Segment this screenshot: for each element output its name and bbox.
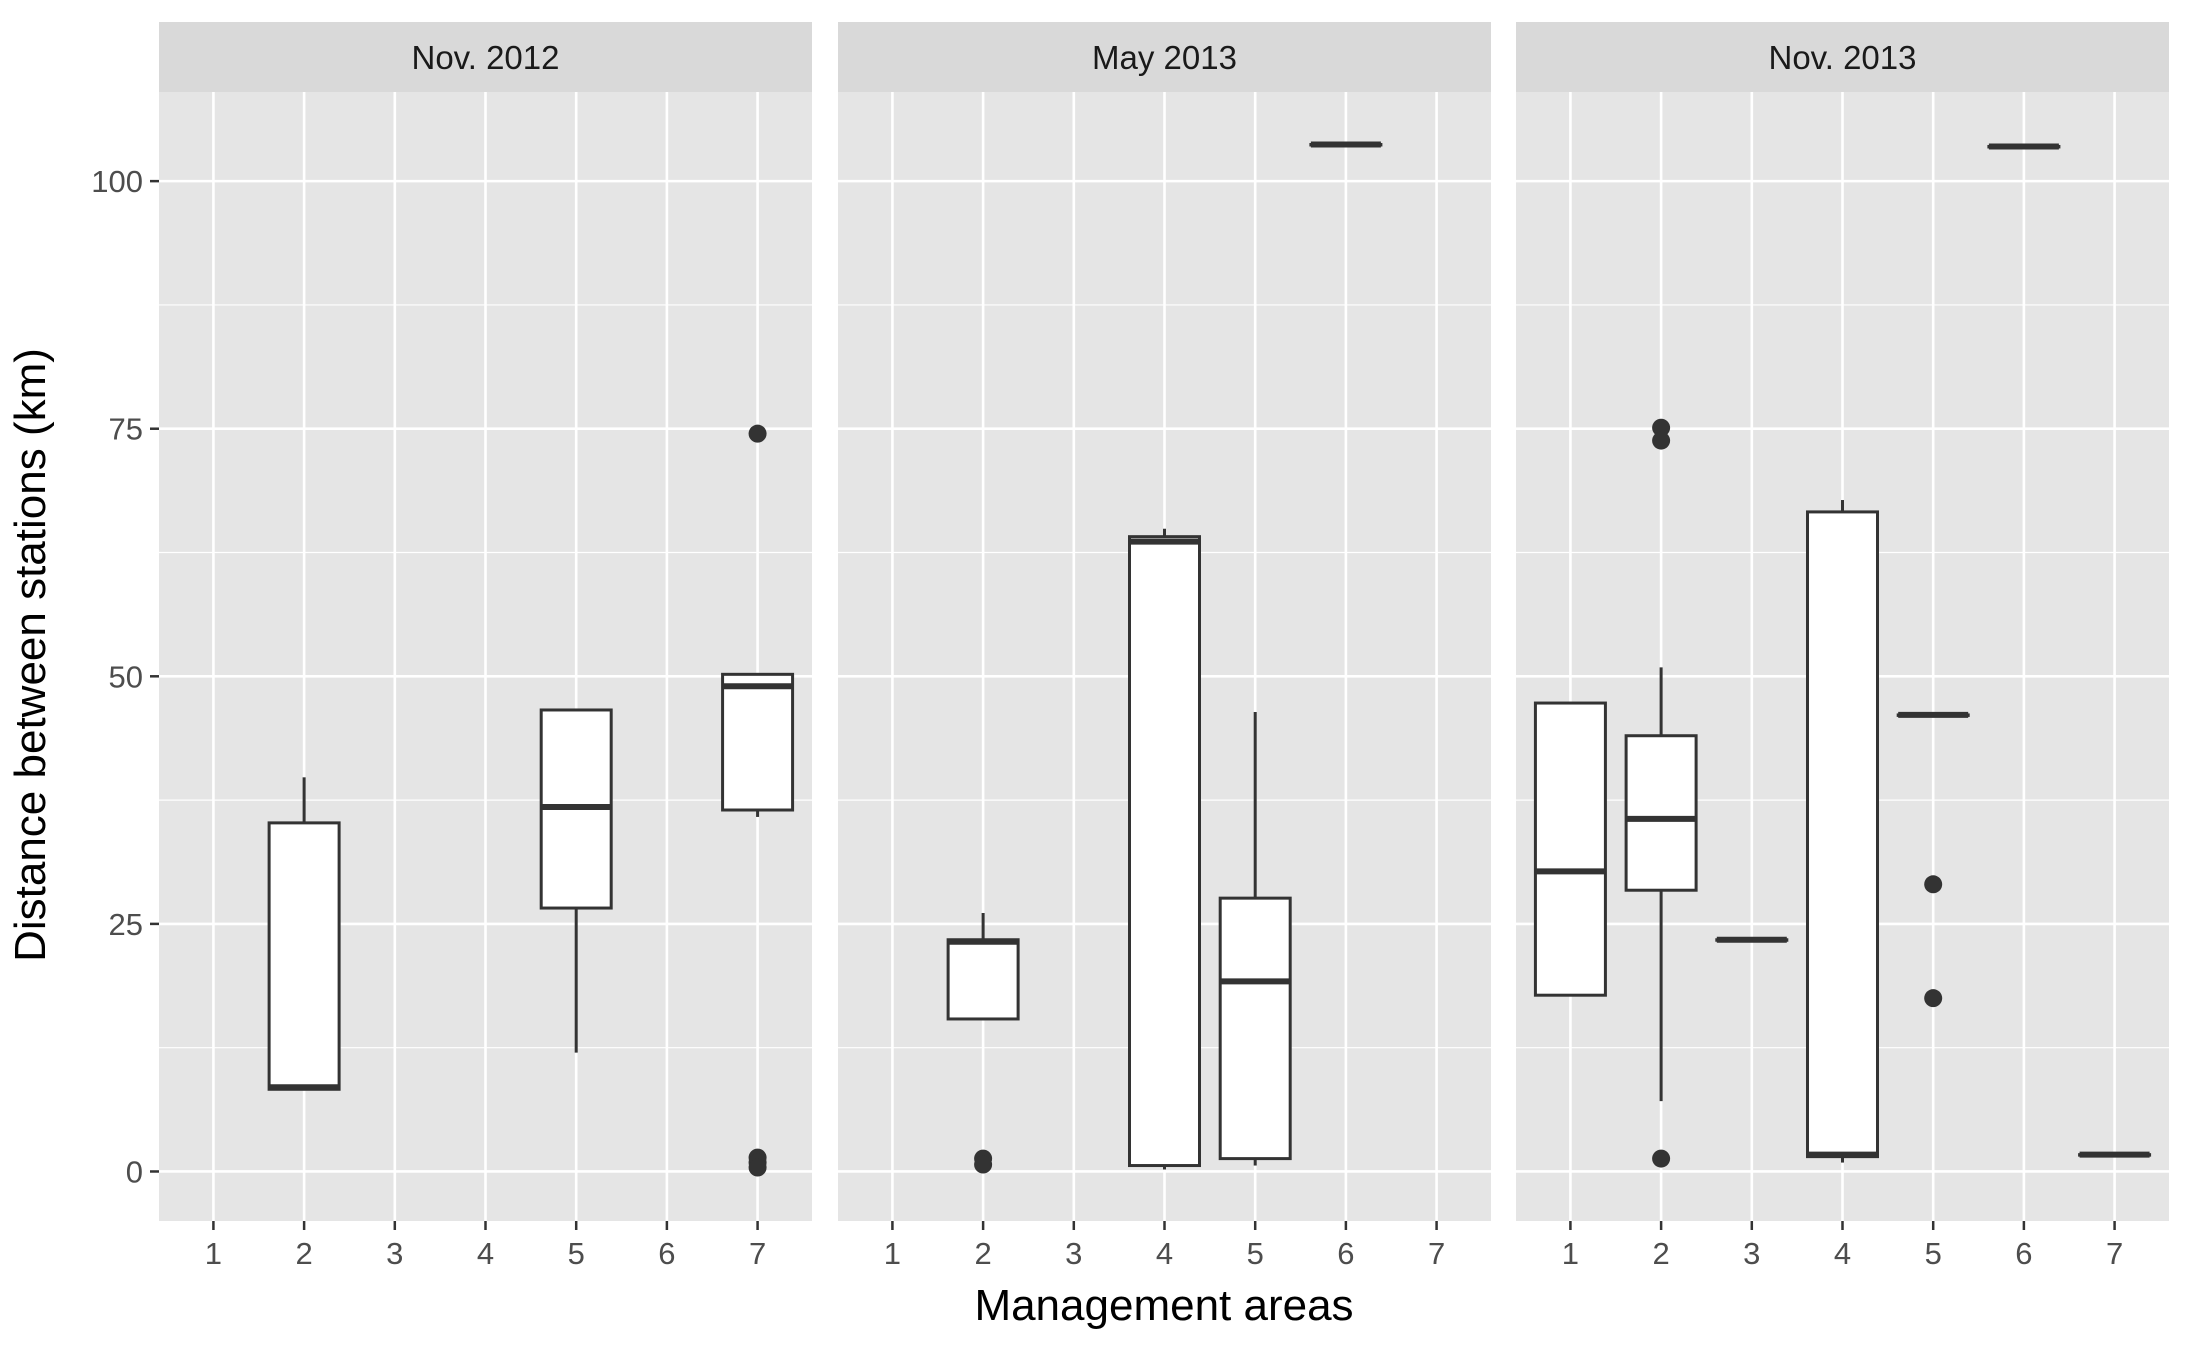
x-tick-label: 7 bbox=[2106, 1236, 2123, 1271]
box-iqr bbox=[946, 938, 1020, 1021]
facet-strip bbox=[159, 22, 812, 92]
facet-panel-3: Nov. 2013 1 2 3 4 5 6 7 bbox=[1516, 22, 2169, 1271]
box-area-5 bbox=[1218, 711, 1292, 1166]
box-area-5 bbox=[539, 708, 613, 1053]
x-axis-title: Management areas bbox=[974, 1281, 1353, 1330]
facet-strip bbox=[1516, 22, 2169, 92]
y-tick-label: 50 bbox=[109, 659, 143, 694]
outlier-point bbox=[748, 424, 767, 443]
x-tick-label: 4 bbox=[477, 1236, 494, 1271]
box-iqr bbox=[721, 672, 795, 812]
x-tick-label: 4 bbox=[1834, 1236, 1851, 1271]
x-tick-label: 1 bbox=[884, 1236, 901, 1271]
y-axis-title: Distance between stations (km) bbox=[6, 348, 55, 962]
x-tick-label: 2 bbox=[1652, 1236, 1669, 1271]
x-tick-label: 7 bbox=[749, 1236, 766, 1271]
x-tick-label: 2 bbox=[295, 1236, 312, 1271]
x-tick-label: 6 bbox=[1337, 1236, 1354, 1271]
x-tick-label: 3 bbox=[1743, 1236, 1760, 1271]
facet-strip-label: Nov. 2013 bbox=[1769, 39, 1917, 76]
box-area-2 bbox=[267, 777, 341, 1091]
outlier-point bbox=[974, 1155, 993, 1174]
outlier-point bbox=[1924, 875, 1943, 894]
x-tick-label: 1 bbox=[205, 1236, 222, 1271]
x-tick-label: 5 bbox=[568, 1236, 585, 1271]
x-tick-label: 7 bbox=[1428, 1236, 1445, 1271]
facet-strip bbox=[838, 22, 1491, 92]
box-area-3 bbox=[1715, 936, 1789, 943]
facet-strip-label: May 2013 bbox=[1092, 39, 1237, 76]
x-tick-label: 6 bbox=[2015, 1236, 2032, 1271]
box-iqr bbox=[267, 821, 341, 1091]
box-area-7 bbox=[2078, 1151, 2152, 1158]
box-area-4 bbox=[1806, 500, 1879, 1163]
x-tick-label: 4 bbox=[1156, 1236, 1173, 1271]
box-area-2 bbox=[1624, 418, 1698, 1168]
box-area-1 bbox=[1533, 701, 1607, 997]
facet-panel-2: May 2013 1 2 3 4 5 6 7 bbox=[838, 22, 1491, 1271]
box-area-5 bbox=[1896, 711, 1970, 1008]
y-tick-label: 25 bbox=[109, 907, 143, 942]
y-tick-label: 100 bbox=[91, 164, 143, 199]
box-area-6 bbox=[1309, 141, 1383, 148]
outlier-point bbox=[748, 1158, 767, 1177]
x-tick-label: 3 bbox=[386, 1236, 403, 1271]
facet-strip-label: Nov. 2012 bbox=[412, 39, 560, 76]
outlier-point bbox=[1652, 418, 1671, 437]
x-tick-label: 3 bbox=[1065, 1236, 1082, 1271]
facet-panel-1: Nov. 2012 1 2 3 4 5 6 7 bbox=[159, 22, 812, 1271]
box-area-2 bbox=[946, 913, 1020, 1174]
box-iqr bbox=[1128, 535, 1201, 1168]
y-tick-label: 75 bbox=[109, 412, 143, 447]
outlier-point bbox=[1652, 431, 1671, 450]
box-area-6 bbox=[1987, 143, 2061, 150]
x-tick-label: 5 bbox=[1247, 1236, 1264, 1271]
x-tick-label: 6 bbox=[658, 1236, 675, 1271]
box-iqr bbox=[1624, 734, 1698, 892]
x-tick-label: 1 bbox=[1562, 1236, 1579, 1271]
outlier-point bbox=[1652, 1149, 1671, 1168]
box-area-7 bbox=[721, 424, 795, 1177]
box-iqr bbox=[1806, 510, 1879, 1159]
box-iqr bbox=[1533, 701, 1607, 997]
outlier-point bbox=[1924, 989, 1943, 1008]
y-tick-label: 0 bbox=[126, 1154, 143, 1189]
box-iqr bbox=[1218, 896, 1292, 1161]
x-tick-label: 2 bbox=[974, 1236, 991, 1271]
box-area-4 bbox=[1128, 528, 1201, 1170]
x-tick-label: 5 bbox=[1925, 1236, 1942, 1271]
